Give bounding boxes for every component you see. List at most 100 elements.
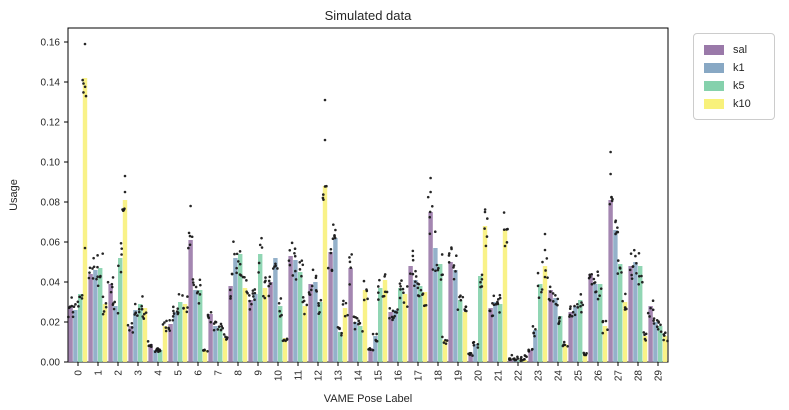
bar-k5-0 <box>78 294 83 362</box>
scatter-outlier <box>83 42 87 46</box>
bar-k10-16 <box>402 294 408 362</box>
bar-sal-10 <box>268 282 273 362</box>
scatter-outlier <box>189 204 192 208</box>
bar-k10-29 <box>662 336 668 362</box>
x-tick-label: 0 <box>74 370 85 376</box>
bar-k5-5 <box>178 302 183 362</box>
bar-k5-12 <box>318 302 323 362</box>
bar-k10-4 <box>162 326 168 362</box>
x-tick-label: 24 <box>554 370 565 382</box>
bar-sal-24 <box>548 290 553 362</box>
bar-k10-26 <box>602 326 608 362</box>
bar-k10-0 <box>82 78 88 362</box>
bar-k10-15 <box>382 280 388 362</box>
bar-k1-3 <box>133 310 138 362</box>
x-tick-label: 22 <box>514 370 525 382</box>
bar-k5-23 <box>538 284 543 362</box>
bar-sal-20 <box>468 354 473 362</box>
bar-k5-20 <box>478 276 483 362</box>
x-tick-label: 18 <box>434 370 445 382</box>
bar-k10-27 <box>622 302 628 362</box>
bar-k5-26 <box>598 284 603 362</box>
bar-sal-2 <box>108 284 113 362</box>
bar-sal-29 <box>648 306 653 362</box>
bar-k1-21 <box>493 302 498 362</box>
x-tick-label: 17 <box>414 370 425 382</box>
y-tick-label: 0.06 <box>41 238 61 249</box>
bar-k1-2 <box>113 306 118 362</box>
bar-sal-25 <box>568 312 573 362</box>
legend-swatch-k5 <box>704 81 724 91</box>
bar-sal-19 <box>448 262 453 362</box>
x-tick-label: 10 <box>274 370 285 382</box>
bar-k5-25 <box>578 300 583 362</box>
x-tick-label: 21 <box>494 370 505 382</box>
bar-k1-4 <box>153 350 158 362</box>
scatter-outlier <box>503 244 507 248</box>
bar-k1-1 <box>93 270 98 362</box>
bar-sal-27 <box>608 200 613 362</box>
bar-k1-18 <box>433 248 438 362</box>
bar-k10-21 <box>502 230 508 362</box>
bar-k10-3 <box>142 308 148 362</box>
bar-k1-15 <box>373 336 378 362</box>
scatter-outlier <box>334 228 337 232</box>
bar-k1-25 <box>573 306 578 362</box>
scatter-outlier <box>614 220 617 224</box>
bar-k5-21 <box>498 304 503 362</box>
legend-item-k10: k10 <box>704 95 766 113</box>
bar-sal-11 <box>288 256 293 362</box>
scatter-outlier <box>609 172 612 176</box>
x-tick-label: 23 <box>534 370 545 382</box>
scatter-outlier <box>483 210 487 214</box>
y-tick-label: 0.14 <box>41 78 61 89</box>
bar-k10-28 <box>642 336 648 362</box>
bar-k10-22 <box>522 360 528 362</box>
bar-k10-20 <box>482 226 488 362</box>
bar-k5-24 <box>558 316 563 362</box>
bar-k10-5 <box>182 304 188 362</box>
x-tick-label: 11 <box>294 370 305 381</box>
x-tick-label: 29 <box>654 370 665 382</box>
legend-item-k5: k5 <box>704 77 766 95</box>
x-tick-label: 26 <box>594 370 605 382</box>
bar-sal-21 <box>488 308 493 362</box>
bar-k1-23 <box>533 330 538 362</box>
bar-k1-29 <box>653 322 658 362</box>
bar-k1-8 <box>233 258 238 362</box>
legend-label: sal <box>733 44 748 56</box>
bar-k1-11 <box>293 260 298 362</box>
bar-k1-6 <box>193 290 198 362</box>
bar-sal-13 <box>328 252 333 362</box>
x-tick-label: 3 <box>134 370 145 376</box>
scatter-outlier <box>543 248 547 252</box>
bar-k1-12 <box>313 282 318 362</box>
bar-k5-29 <box>658 326 663 362</box>
bar-k10-2 <box>122 200 128 362</box>
legend-label: k10 <box>733 98 751 110</box>
bar-sal-9 <box>248 300 253 362</box>
legend-item-k1: k1 <box>704 59 766 77</box>
bar-k1-20 <box>473 344 478 362</box>
bar-k5-6 <box>198 290 203 362</box>
bar-sal-17 <box>408 266 413 362</box>
bar-k10-23 <box>542 266 548 362</box>
scatter-outlier <box>123 190 127 194</box>
x-tick-label: 4 <box>154 370 165 376</box>
bar-k1-9 <box>253 294 258 362</box>
bar-sal-14 <box>348 268 353 362</box>
bar-k1-24 <box>553 298 558 362</box>
bar-k10-8 <box>242 288 248 362</box>
bar-k5-27 <box>618 264 623 362</box>
scatter-outlier <box>543 232 547 236</box>
bar-k10-1 <box>102 304 108 362</box>
legend: sal k1 k5 k10 <box>693 33 775 120</box>
bar-k1-16 <box>393 310 398 362</box>
x-tick-label: 1 <box>94 370 105 376</box>
bar-k1-28 <box>633 262 638 362</box>
bar-sal-7 <box>208 314 213 362</box>
x-tick-label: 8 <box>234 370 245 376</box>
bar-k5-16 <box>398 288 403 362</box>
